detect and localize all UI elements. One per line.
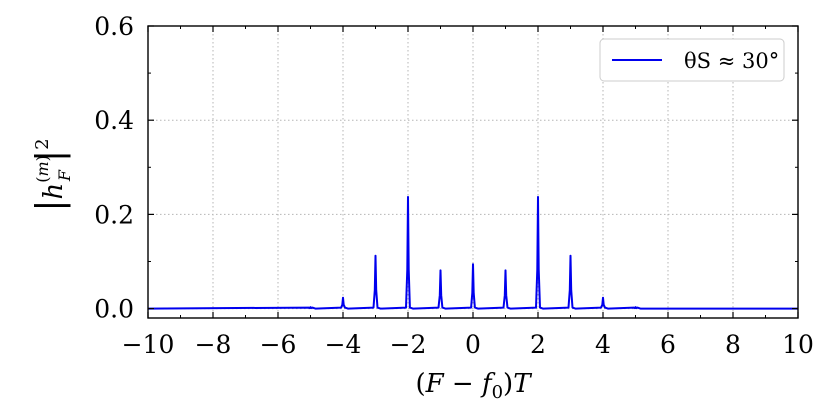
x-axis-title: (F − f0)T xyxy=(415,369,532,403)
tick-labels: −10 −8 −6 −4 −2 0 2 4 6 8 10 0.0 0.2 0.4 0.6 xyxy=(94,12,814,359)
series-line xyxy=(147,196,798,310)
legend-box xyxy=(599,38,785,82)
data-point xyxy=(634,306,637,308)
x-tick-label: −10 xyxy=(122,330,175,359)
x-tick-label: −2 xyxy=(390,330,427,359)
x-tick-label: 4 xyxy=(595,330,611,359)
svg-text:|h(m)F|2: |h(m)F|2 xyxy=(30,138,74,211)
data-point xyxy=(439,269,442,272)
x-tick-label: 10 xyxy=(782,330,814,359)
x-tick-label: 6 xyxy=(660,330,676,359)
x-tick-label: −8 xyxy=(195,330,232,359)
x-tick-label: 2 xyxy=(530,330,546,359)
y-tick-label: 0.2 xyxy=(94,200,134,229)
data-point xyxy=(504,269,507,272)
y-tick-label: 0.6 xyxy=(94,12,134,41)
svg-text:(F − f0)T: (F − f0)T xyxy=(415,369,532,403)
data-point xyxy=(309,306,312,308)
y-tick-label: 0.0 xyxy=(94,295,134,324)
x-tick-label: −4 xyxy=(325,330,362,359)
data-point xyxy=(537,196,539,198)
data-point xyxy=(602,296,604,299)
x-tick-label: −6 xyxy=(260,330,297,359)
data-point xyxy=(374,255,377,257)
y-tick-label: 0.4 xyxy=(94,106,134,135)
data-point xyxy=(407,196,409,198)
legend: θS ≈ 30° xyxy=(599,38,785,82)
y-axis-title: |h(m)F|2 xyxy=(30,138,74,211)
x-tick-label: 8 xyxy=(725,330,741,359)
data-point xyxy=(569,255,572,257)
data-point xyxy=(342,296,344,299)
peak-marks xyxy=(309,196,637,308)
data-point xyxy=(472,263,474,266)
legend-label: θS ≈ 30° xyxy=(684,49,779,73)
x-tick-label: 0 xyxy=(465,330,481,359)
axis-ticks xyxy=(147,25,799,318)
